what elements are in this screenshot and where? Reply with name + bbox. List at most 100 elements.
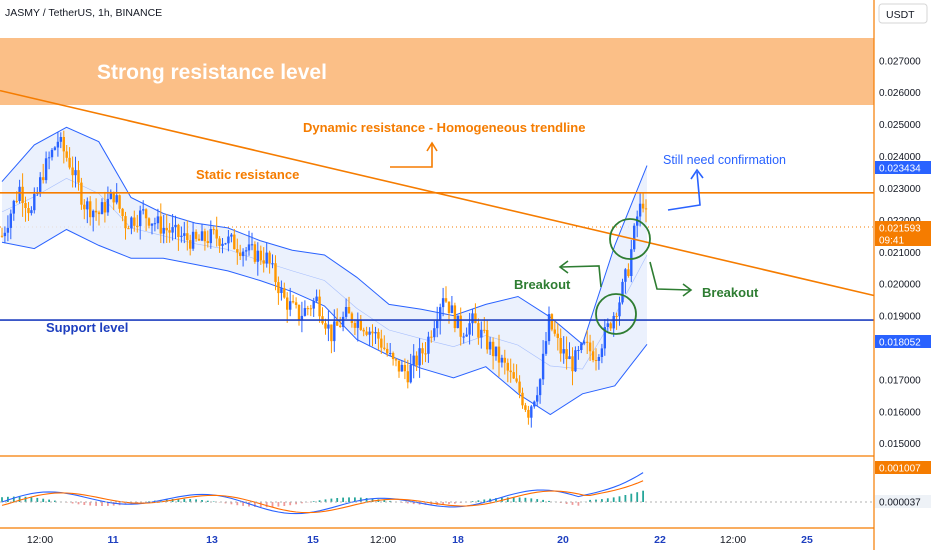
price-badge-label: 0.018052	[879, 338, 921, 349]
macd-histogram-bar	[78, 502, 80, 504]
macd-histogram-bar	[348, 497, 350, 502]
candle-body	[380, 339, 382, 348]
candle-body	[104, 202, 106, 212]
macd-histogram-bar	[383, 500, 385, 502]
candle-body	[245, 250, 247, 251]
candle-body	[568, 356, 570, 359]
candle-body	[574, 350, 576, 371]
price-tick-label: 0.019000	[879, 312, 921, 323]
candle-body	[318, 297, 320, 317]
candle-body	[598, 357, 600, 361]
candle-body	[392, 353, 394, 359]
candle-body	[18, 187, 20, 201]
candle-body	[192, 232, 194, 249]
macd-histogram-bar	[530, 498, 532, 502]
macd-histogram-bar	[283, 502, 285, 506]
candle-body	[554, 330, 556, 334]
candle-body	[224, 243, 226, 244]
candle-body	[595, 360, 597, 361]
macd-histogram-bar	[519, 498, 521, 503]
candle-body	[401, 365, 403, 372]
candle-body	[133, 218, 135, 226]
candle-body	[560, 338, 562, 354]
time-axis-label: 25	[801, 534, 813, 546]
candle-body	[263, 260, 265, 263]
candle-body	[221, 244, 223, 246]
candle-body	[183, 233, 185, 236]
candle-body	[530, 406, 532, 417]
candle-body	[201, 231, 203, 240]
candle-body	[583, 342, 585, 344]
candle-body	[395, 359, 397, 360]
macd-histogram-bar	[42, 499, 44, 502]
candle-body	[533, 402, 535, 407]
candle-body	[342, 317, 344, 327]
candle-body	[89, 201, 91, 217]
candle-body	[271, 263, 273, 264]
candle-body	[21, 187, 23, 203]
candle-body	[198, 239, 200, 241]
candle-body	[333, 321, 335, 341]
candle-body	[307, 308, 309, 309]
candle-body	[327, 325, 329, 329]
candle-body	[486, 330, 488, 349]
candle-body	[30, 210, 32, 213]
candle-body	[251, 244, 253, 245]
candle-body	[360, 320, 362, 330]
candle-body	[210, 229, 212, 243]
candle-body	[510, 371, 512, 373]
macd-histogram-bar	[83, 502, 85, 505]
candle-body	[295, 302, 297, 305]
candle-body	[527, 410, 529, 418]
price-tick-label: 0.016000	[879, 407, 921, 418]
candle-body	[27, 208, 29, 213]
candle-body	[48, 157, 50, 158]
candle-body	[389, 353, 391, 354]
candle-body	[489, 342, 491, 350]
candle-body	[348, 307, 350, 313]
candle-body	[283, 288, 285, 298]
candle-body	[351, 313, 353, 323]
candle-body	[513, 372, 515, 378]
candle-body	[451, 305, 453, 313]
candle-body	[445, 298, 447, 301]
candle-body	[563, 349, 565, 353]
macd-histogram-bar	[48, 500, 50, 502]
candle-body	[492, 342, 494, 356]
candle-body	[207, 241, 209, 243]
macd-histogram-bar	[213, 502, 215, 503]
candle-body	[639, 204, 641, 217]
candle-body	[624, 269, 626, 282]
price-tick-label: 0.027000	[879, 56, 921, 67]
macd-histogram-bar	[183, 499, 185, 502]
candle-body	[239, 253, 241, 257]
candle-body	[539, 379, 541, 395]
macd-histogram-bar	[313, 501, 315, 502]
candle-body	[213, 229, 215, 230]
candle-body	[386, 349, 388, 353]
time-axis-label: 13	[206, 534, 218, 546]
macd-histogram-bar	[366, 498, 368, 502]
macd-histogram-bar	[31, 497, 33, 502]
candle-body	[51, 150, 53, 157]
candle-body	[404, 365, 406, 371]
candle-body	[98, 212, 100, 214]
candle-body	[424, 353, 426, 354]
candle-body	[589, 343, 591, 352]
price-badge-label: 09:41	[879, 236, 904, 247]
candle-body	[171, 227, 173, 233]
macd-histogram-bar	[407, 502, 409, 503]
candle-body	[57, 142, 59, 148]
candle-body	[68, 158, 70, 168]
candle-body	[371, 332, 373, 334]
indicator-badge-label: 0.000037	[879, 498, 921, 509]
candle-body	[242, 252, 244, 257]
candle-body	[189, 240, 191, 249]
candle-body	[627, 269, 629, 276]
price-badge-label: 0.021593	[879, 224, 921, 235]
candle-body	[339, 326, 341, 327]
candle-body	[613, 316, 615, 328]
candle-body	[498, 347, 500, 363]
macd-histogram-bar	[95, 502, 97, 506]
